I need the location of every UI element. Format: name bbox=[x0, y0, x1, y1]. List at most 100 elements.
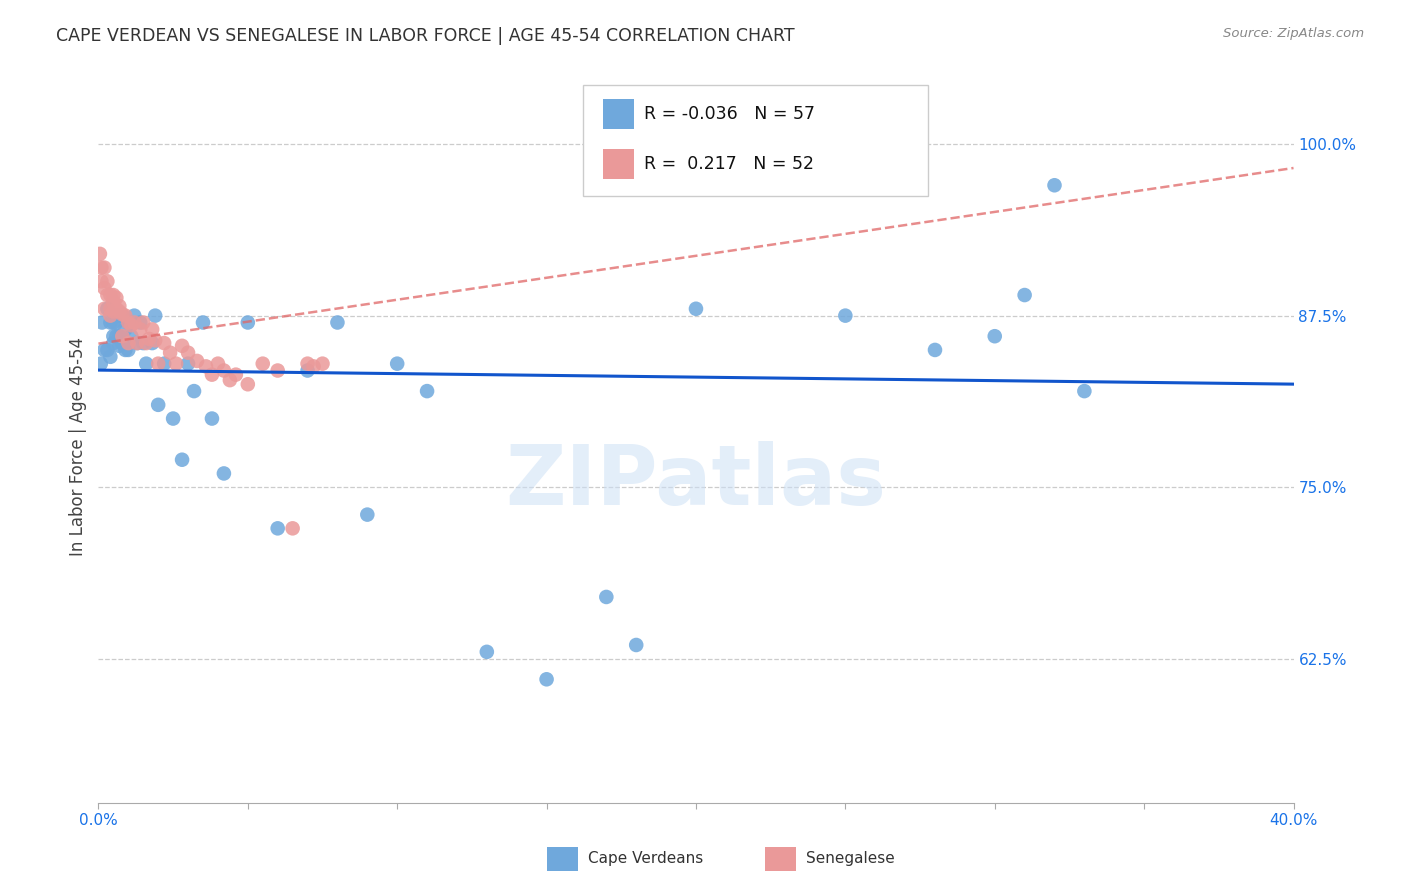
Point bbox=[96, 274, 118, 288]
Point bbox=[91, 316, 114, 330]
Point bbox=[103, 304, 125, 318]
Point bbox=[212, 467, 235, 481]
Point bbox=[685, 301, 707, 316]
Text: Source: ZipAtlas.com: Source: ZipAtlas.com bbox=[1223, 27, 1364, 40]
Point bbox=[153, 357, 176, 371]
Point bbox=[1043, 178, 1066, 193]
Point bbox=[114, 343, 136, 357]
Point bbox=[267, 363, 290, 377]
Point bbox=[100, 288, 122, 302]
Point bbox=[96, 288, 118, 302]
Point bbox=[212, 363, 235, 377]
Point bbox=[108, 329, 131, 343]
Point bbox=[124, 316, 146, 330]
Point bbox=[103, 329, 125, 343]
Point bbox=[416, 384, 439, 398]
Point bbox=[135, 357, 157, 371]
Point bbox=[111, 336, 134, 351]
Point bbox=[162, 411, 184, 425]
Point bbox=[117, 336, 139, 351]
Point bbox=[138, 332, 160, 346]
Text: R = -0.036   N = 57: R = -0.036 N = 57 bbox=[644, 105, 815, 123]
Point bbox=[93, 260, 115, 275]
Text: CAPE VERDEAN VS SENEGALESE IN LABOR FORCE | AGE 45-54 CORRELATION CHART: CAPE VERDEAN VS SENEGALESE IN LABOR FORC… bbox=[56, 27, 794, 45]
Point bbox=[105, 301, 128, 316]
Point bbox=[93, 343, 115, 357]
Point bbox=[148, 398, 170, 412]
Point bbox=[281, 521, 304, 535]
Point bbox=[311, 357, 333, 371]
Point bbox=[114, 322, 136, 336]
Point bbox=[111, 307, 134, 321]
Point bbox=[124, 309, 146, 323]
Point bbox=[172, 339, 194, 353]
Point bbox=[114, 309, 136, 323]
Point bbox=[159, 345, 181, 359]
Point bbox=[626, 638, 648, 652]
Point bbox=[177, 345, 200, 359]
Point bbox=[111, 329, 134, 343]
Point bbox=[165, 357, 187, 371]
Point bbox=[297, 357, 319, 371]
Point bbox=[236, 377, 259, 392]
Point bbox=[129, 322, 152, 336]
Point bbox=[385, 357, 409, 371]
Point bbox=[108, 304, 131, 318]
Point bbox=[475, 645, 498, 659]
Point bbox=[236, 316, 259, 330]
Point bbox=[108, 299, 131, 313]
Point bbox=[108, 309, 131, 323]
Point bbox=[108, 339, 131, 353]
Point bbox=[96, 343, 118, 357]
Point bbox=[117, 343, 139, 357]
Point bbox=[103, 294, 125, 309]
Point bbox=[225, 368, 247, 382]
Point bbox=[356, 508, 378, 522]
Point bbox=[132, 316, 155, 330]
Point bbox=[252, 357, 274, 371]
Point bbox=[132, 336, 155, 351]
Point bbox=[100, 316, 122, 330]
Point bbox=[201, 411, 224, 425]
Point bbox=[117, 316, 139, 330]
Point bbox=[183, 384, 205, 398]
Text: Cape Verdeans: Cape Verdeans bbox=[588, 851, 703, 866]
Point bbox=[127, 336, 149, 351]
Point bbox=[129, 316, 152, 330]
Point bbox=[90, 260, 112, 275]
Text: Senegalese: Senegalese bbox=[806, 851, 894, 866]
Point bbox=[120, 318, 142, 333]
Point bbox=[195, 359, 218, 374]
Point bbox=[924, 343, 946, 357]
Point bbox=[595, 590, 617, 604]
Point bbox=[103, 288, 125, 302]
Point bbox=[93, 281, 115, 295]
Point bbox=[100, 301, 122, 316]
Point bbox=[100, 350, 122, 364]
Point bbox=[536, 673, 558, 687]
Point bbox=[105, 309, 128, 323]
Point bbox=[105, 291, 128, 305]
Point bbox=[267, 521, 290, 535]
Point bbox=[103, 316, 125, 330]
Y-axis label: In Labor Force | Age 45-54: In Labor Force | Age 45-54 bbox=[69, 336, 87, 556]
Point bbox=[326, 316, 349, 330]
Point bbox=[120, 329, 142, 343]
Point bbox=[117, 316, 139, 330]
Point bbox=[143, 334, 166, 348]
Point bbox=[100, 309, 122, 323]
Point bbox=[1073, 384, 1095, 398]
Point bbox=[834, 309, 856, 323]
Point bbox=[177, 357, 200, 371]
Point bbox=[984, 329, 1007, 343]
Point bbox=[105, 316, 128, 330]
Point bbox=[141, 336, 163, 351]
Point bbox=[302, 359, 325, 374]
Point bbox=[219, 373, 242, 387]
Point bbox=[186, 354, 208, 368]
Point bbox=[90, 357, 112, 371]
Point bbox=[127, 336, 149, 351]
Point bbox=[141, 322, 163, 336]
Point bbox=[93, 301, 115, 316]
Point bbox=[201, 368, 224, 382]
